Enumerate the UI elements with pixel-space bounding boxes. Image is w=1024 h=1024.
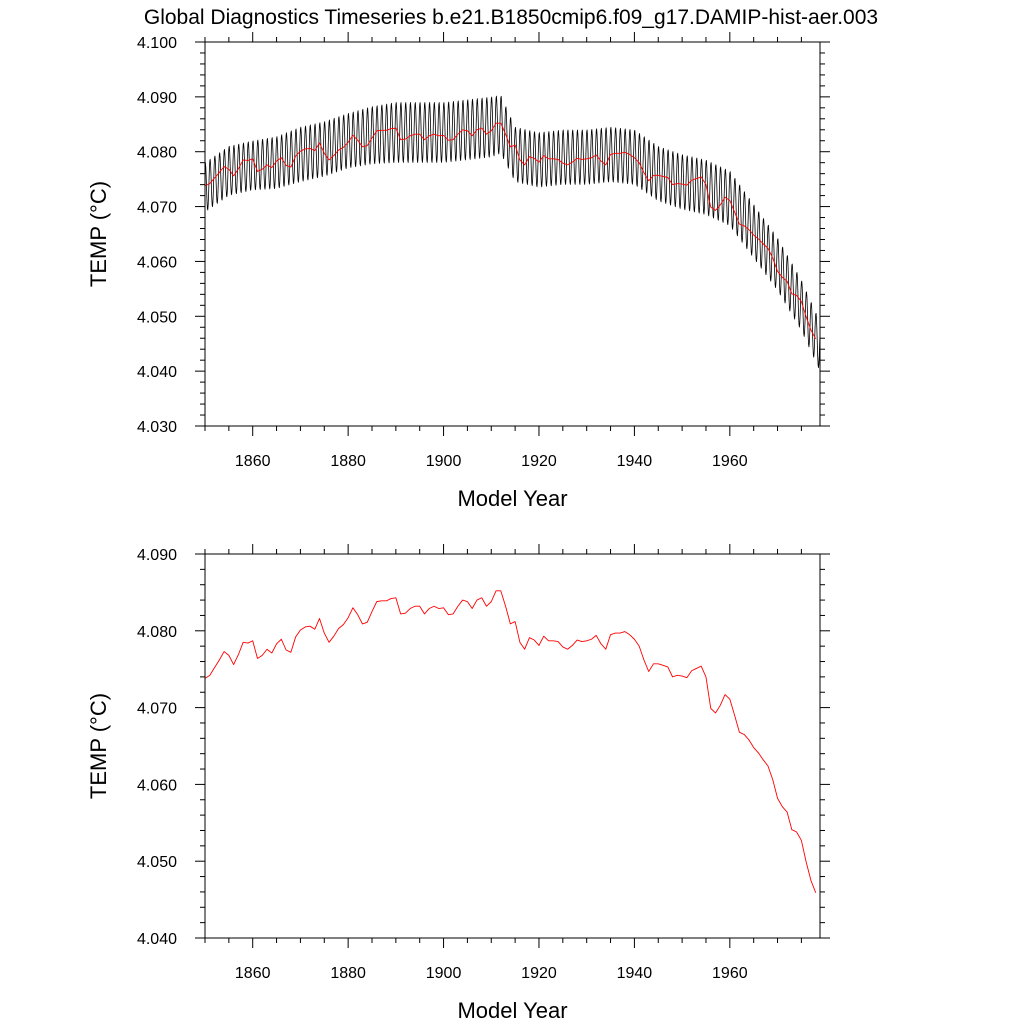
y-tick-label: 4.070 (137, 701, 177, 718)
y-tick-label: 4.070 (137, 200, 177, 217)
annual-mean-line (205, 590, 817, 893)
y-axis-label: TEMP (°C) (86, 693, 111, 799)
x-tick-label: 1900 (426, 965, 462, 982)
x-tick-label: 1920 (521, 965, 557, 982)
y-tick-label: 4.030 (137, 419, 177, 436)
x-tick-label: 1920 (521, 453, 557, 470)
y-tick-label: 4.040 (137, 364, 177, 381)
y-tick-label: 4.090 (137, 90, 177, 107)
plot-frame (204, 553, 821, 939)
y-tick-label: 4.080 (137, 624, 177, 641)
y-tick-label: 4.050 (137, 309, 177, 326)
y-tick-label: 4.050 (137, 854, 177, 871)
annual-mean-line (205, 122, 817, 339)
y-axis-label: TEMP (°C) (86, 181, 111, 287)
x-tick-label: 1860 (235, 453, 271, 470)
x-tick-label: 1880 (330, 453, 366, 470)
y-tick-label: 4.090 (137, 547, 177, 564)
top-panel: 1860 1880 1900 1920 1940 1960 4.030 4.040 4.050 4… (86, 32, 830, 511)
y-tick-label: 4.060 (137, 777, 177, 794)
plot-area (205, 590, 817, 893)
x-tick-label: 1960 (712, 453, 748, 470)
x-tick-label: 1880 (330, 965, 366, 982)
x-tick-label: 1960 (712, 965, 748, 982)
plot-frame (204, 41, 821, 427)
x-tick-label: 1940 (617, 965, 653, 982)
x-axis-label: Model Year (457, 486, 567, 511)
y-tick-label: 4.080 (137, 145, 177, 162)
monthly-series-line (205, 95, 820, 369)
y-tick-label: 4.060 (137, 254, 177, 271)
x-tick-label: 1860 (235, 965, 271, 982)
x-axis-label: Model Year (457, 998, 567, 1023)
y-tick-label: 4.100 (137, 35, 177, 52)
bottom-panel: 1860 1880 1900 1920 1940 1960 4.040 4.050 4.060 4… (86, 544, 830, 1023)
x-tick-label: 1900 (426, 453, 462, 470)
plot-area (205, 95, 820, 369)
y-tick-label: 4.040 (137, 931, 177, 948)
figure-title: Global Diagnostics Timeseries b.e21.B185… (144, 6, 878, 29)
x-tick-label: 1940 (617, 453, 653, 470)
